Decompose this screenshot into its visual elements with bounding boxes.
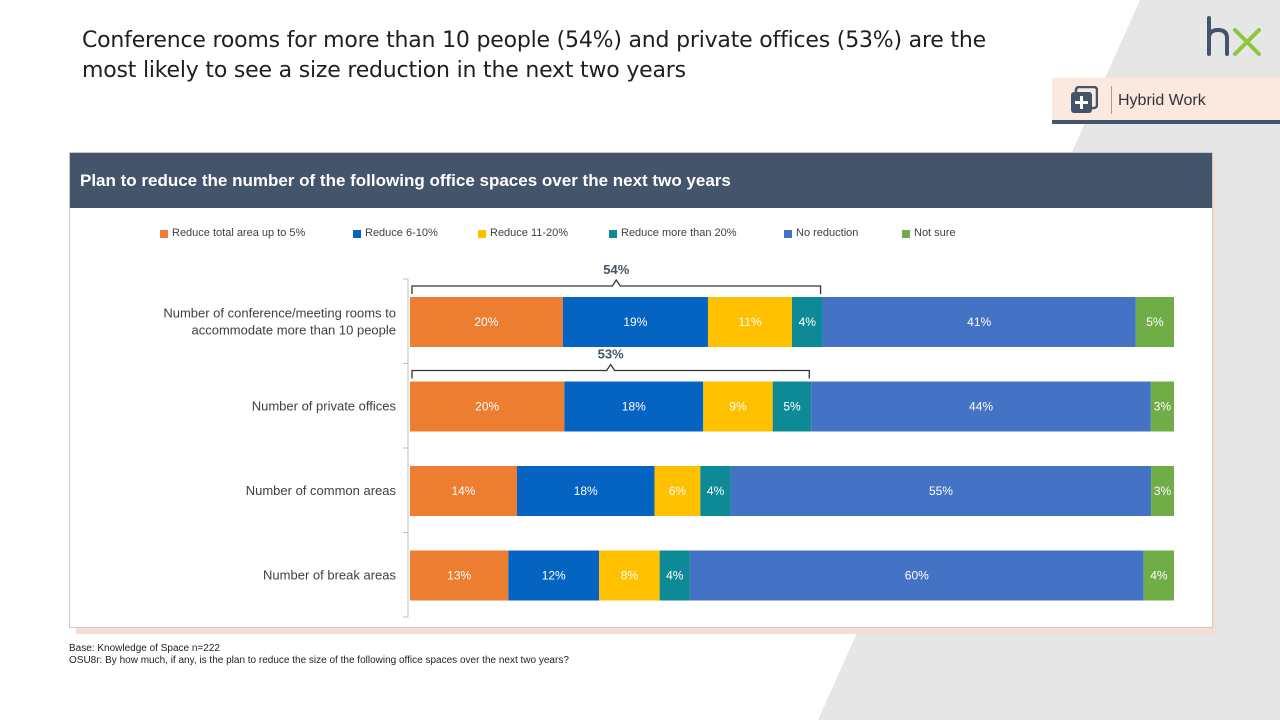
bracket-line xyxy=(411,363,810,379)
bar-segment xyxy=(410,466,517,516)
category-label: accommodate more than 10 people xyxy=(191,323,396,338)
data-label: 4% xyxy=(1150,569,1168,583)
bracket-label: 53% xyxy=(598,347,624,362)
data-label: 18% xyxy=(574,484,598,498)
legend-label: No reduction xyxy=(796,227,859,239)
legend-label: Not sure xyxy=(914,227,956,239)
category-label: Number of break areas xyxy=(263,568,396,583)
bar-segment xyxy=(1135,297,1174,347)
bar-segment xyxy=(410,550,509,601)
footnote-question: OSU8r: By how much, if any, is the plan … xyxy=(69,655,569,666)
bar-segment xyxy=(562,297,708,347)
chart-panel: Number of conference/meeting rooms to acc… xyxy=(69,152,1213,628)
data-label: 3% xyxy=(1154,484,1172,498)
legend-swatch xyxy=(784,230,792,238)
data-label: 8% xyxy=(621,569,639,583)
bar-segment xyxy=(1150,381,1174,432)
category-label: Number of common areas xyxy=(246,483,397,498)
bar-segment xyxy=(792,297,823,347)
data-label: 4% xyxy=(666,569,684,583)
bar-segment xyxy=(564,381,704,432)
legend-label: Reduce 11-20% xyxy=(490,227,569,239)
bar-segment xyxy=(689,550,1144,601)
data-label: 18% xyxy=(622,400,646,414)
legend-label: Reduce more than 20% xyxy=(621,227,737,239)
data-label: 14% xyxy=(451,484,475,498)
data-label: 4% xyxy=(799,315,817,329)
bar-segment xyxy=(700,466,731,516)
bar-segment xyxy=(730,466,1152,516)
page-title: Conference rooms for more than 10 people… xyxy=(82,28,986,83)
legend-swatch xyxy=(478,230,486,238)
bar-segment xyxy=(516,466,655,516)
data-label: 20% xyxy=(474,315,498,329)
legend-swatch xyxy=(160,230,168,238)
bar-segment xyxy=(410,381,565,432)
bar-segment xyxy=(707,297,792,347)
data-label: 13% xyxy=(447,569,471,583)
data-label: 9% xyxy=(729,400,747,414)
bar-segment xyxy=(654,466,701,516)
data-label: 3% xyxy=(1154,400,1172,414)
bar-segment xyxy=(1151,466,1174,516)
data-label: 6% xyxy=(669,484,687,498)
section-tag: Hybrid Work xyxy=(1052,78,1280,124)
stacked-bar-chart: Number of conference/meeting rooms to acc… xyxy=(163,262,1174,618)
data-label: 41% xyxy=(967,315,991,329)
legend-swatch xyxy=(353,230,361,238)
bar-segment xyxy=(410,297,563,347)
legend-swatch xyxy=(609,230,617,238)
legend-label: Reduce total area up to 5% xyxy=(172,227,306,239)
bar-segment xyxy=(1143,550,1174,601)
plus-square-icon xyxy=(1071,86,1098,113)
hx-logo xyxy=(1207,16,1261,56)
data-label: 5% xyxy=(1146,315,1164,329)
bracket-label: 54% xyxy=(603,262,629,277)
bracket-line xyxy=(411,278,822,294)
bar-segment xyxy=(772,381,812,432)
tag-divider xyxy=(1111,86,1112,114)
data-label: 12% xyxy=(542,569,566,583)
tag-label: Hybrid Work xyxy=(1118,92,1206,109)
data-label: 60% xyxy=(905,569,929,583)
data-label: 5% xyxy=(783,400,801,414)
legend-label: Reduce 6-10% xyxy=(365,227,438,239)
data-label: 20% xyxy=(475,400,499,414)
footnote-base: Base: Knowledge of Space n=222 xyxy=(69,643,220,654)
data-label: 44% xyxy=(969,400,993,414)
category-label: Number of conference/meeting rooms to xyxy=(163,306,396,321)
data-label: 4% xyxy=(707,484,725,498)
data-label: 55% xyxy=(929,484,953,498)
category-label: Number of private offices xyxy=(252,399,397,414)
bar-segment xyxy=(811,381,1151,432)
bar-segment xyxy=(822,297,1136,347)
data-label: 11% xyxy=(738,315,761,329)
legend-swatch xyxy=(902,230,910,238)
chart-title: Plan to reduce the number of the followi… xyxy=(70,153,1212,208)
data-label: 19% xyxy=(623,315,647,329)
bar-segment xyxy=(599,550,660,601)
bar-segment xyxy=(703,381,773,432)
bar-segment xyxy=(508,550,600,601)
bar-segment xyxy=(659,550,690,601)
